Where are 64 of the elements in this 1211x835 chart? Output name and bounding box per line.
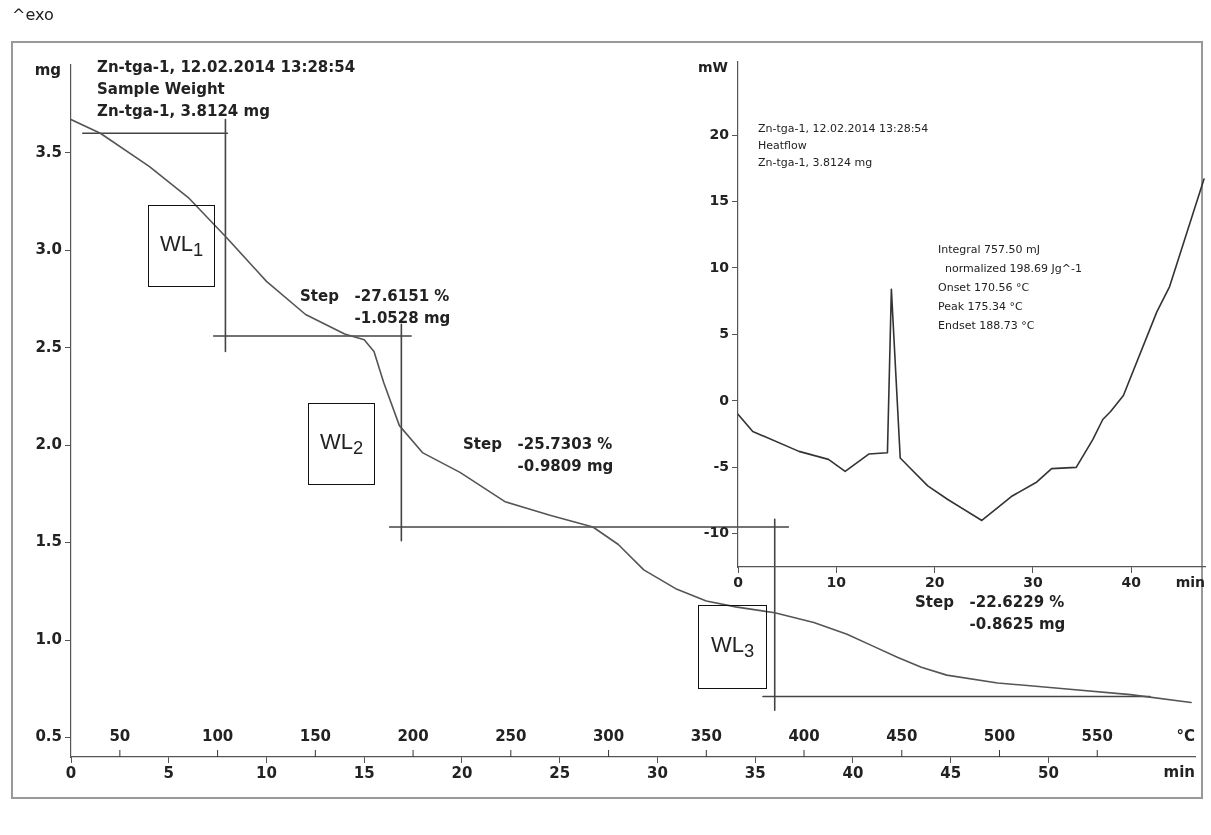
x-tick-label: 0 — [733, 574, 744, 591]
y-tick-label: 3.5 — [35, 142, 62, 161]
text: Zn-tga-1, 12.02.2014 13:28:54 — [758, 122, 929, 136]
x-tick-label: 30 — [1023, 574, 1043, 591]
x-tick-label: 35 — [744, 763, 766, 782]
annotation: Step -25.7303 % -0.9809 mg — [463, 434, 614, 475]
x2-tick-label: 150 — [299, 726, 331, 745]
annotation: Endset 188.73 °C — [938, 319, 1035, 333]
x2-tick-label: 200 — [397, 726, 429, 745]
x-tick-label: 10 — [826, 574, 847, 591]
chart-title: Zn-tga-1, 12.02.2014 13:28:54 — [97, 58, 356, 77]
y-tick-label: -5 — [713, 457, 729, 474]
x-tick-label: 40 — [1121, 574, 1142, 591]
x-tick-label: 0 — [65, 763, 77, 782]
y-tick-label: 2.5 — [35, 337, 62, 356]
y-tick-label: 1.0 — [35, 629, 62, 648]
annotation: Step -27.6151 % -1.0528 mg — [300, 286, 451, 327]
text: ^exo — [12, 5, 54, 25]
text: Heatflow — [758, 139, 807, 153]
x-tick-label: 40 — [842, 763, 864, 782]
x-tick-label: 10 — [256, 763, 277, 782]
y-tick-label: -10 — [703, 524, 730, 541]
annotation: Step -22.6229 % -0.8625 mg — [915, 592, 1066, 633]
y-tick-label: 10 — [709, 258, 730, 275]
x-tick-label: 25 — [549, 763, 571, 782]
x-axis-title: min — [1175, 573, 1205, 590]
x2-axis-title: °C — [1176, 726, 1195, 745]
x2-tick-label: 350 — [690, 726, 722, 745]
y-tick-label: 0 — [719, 391, 730, 408]
x-tick-label: 50 — [1037, 763, 1059, 782]
annotation: Peak 175.34 °C — [938, 300, 1024, 314]
x-tick-label: 5 — [163, 763, 174, 782]
y-tick-label: 1.5 — [35, 532, 62, 551]
y-axis-title: mW — [697, 58, 728, 75]
y-axis-title: mg — [34, 60, 61, 79]
x-tick-label: 20 — [924, 574, 945, 591]
y-tick-label: 3.0 — [35, 240, 62, 259]
text: Sample Weight — [97, 80, 225, 99]
x2-tick-label: 400 — [788, 726, 820, 745]
x-axis-title: min — [1163, 762, 1195, 781]
annotation: WL$_{3}$ — [710, 631, 755, 663]
annotation: normalized 198.69 Jg^-1 — [938, 262, 1083, 276]
x2-tick-label: 250 — [495, 726, 527, 745]
x2-tick-label: 550 — [1081, 726, 1113, 745]
y-tick-label: 2.0 — [35, 435, 62, 453]
y-tick-label: 15 — [709, 192, 729, 209]
y-tick-label: 0.5 — [35, 727, 62, 746]
annotation: Onset 170.56 °C — [938, 281, 1030, 295]
y-tick-label: 20 — [709, 125, 730, 142]
annotation: Integral 757.50 mJ — [938, 243, 1041, 257]
x2-tick-label: 300 — [592, 726, 625, 745]
y-tick-label: 5 — [719, 325, 729, 342]
annotation: Zn-tga-1, 3.8124 mg — [97, 102, 270, 121]
annotation: WL$_{2}$ — [319, 428, 364, 460]
x-tick-label: 30 — [647, 763, 668, 782]
annotation: WL$_{1}$ — [159, 230, 204, 262]
x-tick-label: 20 — [451, 763, 473, 782]
annotation: Zn-tga-1, 3.8124 mg — [758, 156, 873, 170]
x2-tick-label: 450 — [886, 726, 918, 745]
x2-tick-label: 50 — [109, 726, 131, 745]
x-tick-label: 15 — [353, 763, 375, 782]
x2-tick-label: 100 — [201, 726, 234, 745]
x2-tick-label: 500 — [983, 726, 1016, 745]
x-tick-label: 45 — [940, 763, 962, 782]
